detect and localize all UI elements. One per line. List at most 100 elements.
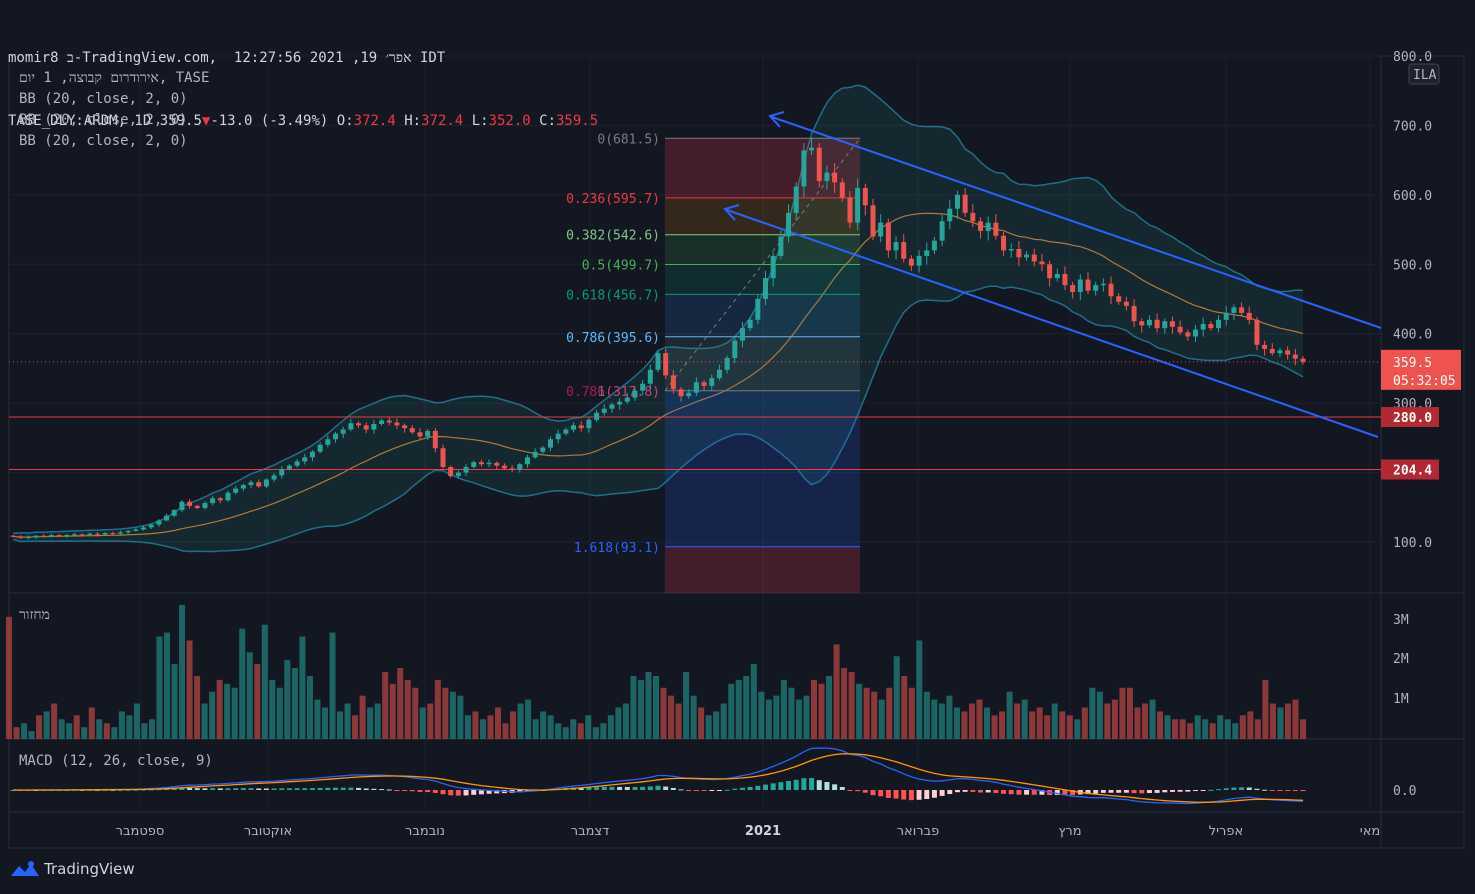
volume-bar: [675, 703, 682, 739]
macd-histogram-bar: [448, 790, 454, 796]
currency-label: ILA: [1413, 68, 1437, 83]
candle: [179, 499, 185, 513]
volume-bar: [615, 707, 622, 739]
volume-bar: [209, 691, 216, 739]
candle: [548, 436, 553, 451]
channel-lower-arrow-icon: [723, 204, 740, 221]
candle: [79, 533, 85, 537]
macd-histogram-bar: [309, 788, 315, 790]
macd-histogram-bar: [970, 790, 976, 792]
candle: [809, 137, 815, 156]
high-value: 372.4: [421, 113, 464, 129]
volume-bar: [908, 687, 915, 739]
volume-bar: [961, 711, 968, 739]
volume-bar: [284, 660, 291, 739]
macd-histogram-bar: [256, 788, 262, 790]
macd-histogram-bar: [263, 788, 269, 790]
candle-body: [816, 147, 822, 181]
candle-body: [1077, 279, 1083, 293]
candle-body: [1116, 296, 1122, 302]
volume-bar: [999, 711, 1006, 739]
volume-bar: [758, 691, 765, 739]
macd-histogram-bar: [1131, 790, 1137, 794]
candle-body: [770, 255, 776, 279]
legend-bb-3[interactable]: BB (20, close, 2, 0): [19, 133, 188, 149]
macd-histogram-bar: [647, 786, 653, 790]
macd-histogram-bar: [1269, 790, 1275, 791]
volume-bar: [254, 664, 261, 739]
volume-bar: [668, 695, 675, 739]
candle-body: [1162, 321, 1168, 329]
volume-bar: [141, 723, 148, 739]
volume-bar: [194, 675, 201, 739]
candle: [18, 535, 24, 539]
volume-tick-label: 2M: [1393, 652, 1409, 667]
volume-bar: [224, 683, 231, 739]
symbol-label[interactable]: TASE_DLY:ARDM, 1D: [8, 113, 152, 129]
candle-body: [563, 429, 569, 434]
candle: [693, 377, 699, 397]
candle: [939, 214, 945, 247]
candle: [1116, 293, 1122, 305]
legend-bb-2[interactable]: BB (20, close, 2, 0): [19, 112, 188, 128]
candle-body: [901, 242, 907, 259]
candle-body: [924, 250, 930, 256]
candle: [1300, 356, 1306, 365]
candle-body: [786, 212, 792, 237]
fib-zone: [665, 264, 860, 295]
candle: [317, 442, 323, 454]
candle-body: [271, 475, 277, 480]
candle-body: [686, 392, 692, 397]
macd-histogram-bar: [609, 786, 615, 790]
tradingview-brand[interactable]: TradingView: [10, 860, 135, 878]
volume-bar: [397, 668, 404, 739]
close-value: 359.5: [556, 113, 599, 129]
candle-body: [1100, 283, 1106, 286]
volume-bar: [683, 672, 690, 739]
level-price-tag: [1381, 407, 1439, 428]
candle-body: [1016, 249, 1022, 258]
candle: [1054, 268, 1060, 282]
volume-bar: [216, 679, 223, 739]
candle: [839, 178, 845, 202]
volume-bar: [449, 691, 456, 739]
candle-body: [1024, 254, 1030, 258]
macd-histogram-bar: [770, 783, 776, 790]
price-tick-label: 700.0: [1393, 119, 1432, 134]
candle: [678, 387, 684, 402]
candle: [1223, 306, 1229, 326]
candle-body: [1239, 307, 1245, 313]
candle: [348, 419, 354, 432]
fib-level-label: 0.382(542.6): [566, 229, 660, 244]
candle-body: [970, 212, 976, 222]
macd-histogram-bar: [1070, 790, 1076, 796]
fib-level-label: 0.786(395.6): [566, 331, 660, 346]
volume-bar: [291, 668, 298, 739]
candle: [1016, 241, 1022, 267]
macd-histogram-bar: [1139, 790, 1145, 794]
legend-main[interactable]: אירודרום קבוצה, 1 יום, TASE: [19, 70, 210, 86]
macd-histogram-bar: [786, 780, 792, 790]
candle: [448, 465, 454, 479]
candle: [1185, 329, 1191, 341]
candle-body: [363, 425, 369, 430]
volume-bar: [1149, 699, 1156, 739]
candle-body: [309, 451, 315, 458]
macd-histogram-bar: [916, 790, 922, 800]
candle-body: [709, 378, 715, 386]
macd-histogram-bar: [1100, 790, 1106, 793]
volume-bar: [179, 605, 186, 739]
candle-body: [333, 433, 338, 440]
macd-histogram-bar: [985, 790, 991, 793]
candle-body: [179, 501, 185, 511]
legend-bb-1[interactable]: BB (20, close, 2, 0): [19, 91, 188, 107]
candle-body: [939, 221, 945, 241]
legend-macd[interactable]: MACD (12, 26, close, 9): [19, 753, 213, 769]
candle-body: [463, 467, 469, 473]
candle-body: [417, 432, 423, 437]
macd-histogram-bar: [870, 790, 876, 796]
candle: [801, 143, 807, 198]
candle-body: [724, 358, 730, 370]
legend-volume[interactable]: מחזור: [19, 607, 50, 623]
